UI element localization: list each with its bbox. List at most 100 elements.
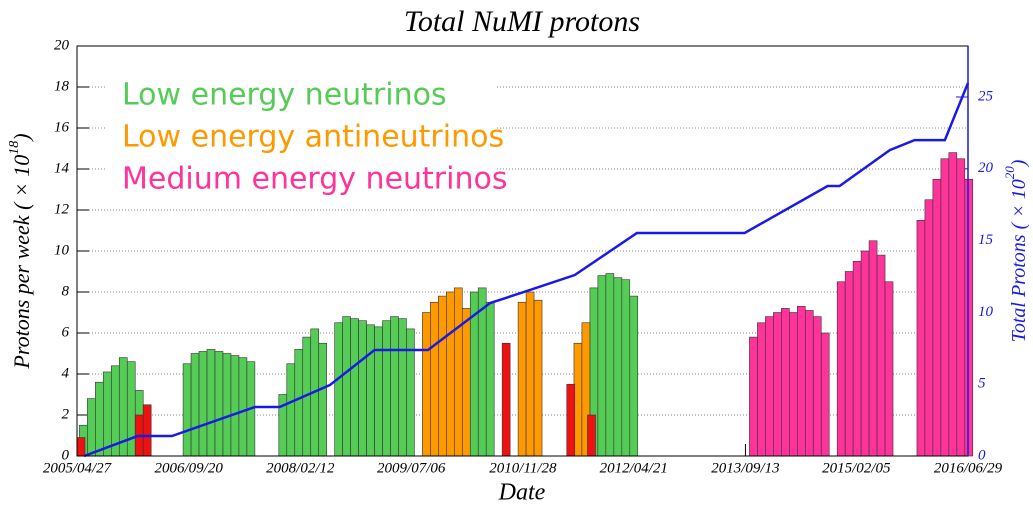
x-tick-label: 2005/04/27 bbox=[43, 460, 113, 476]
bar bbox=[613, 277, 623, 457]
y2-tick-label: 25 bbox=[978, 88, 994, 104]
bar bbox=[876, 254, 886, 457]
bar bbox=[430, 301, 439, 457]
bar bbox=[95, 381, 104, 457]
bar bbox=[940, 158, 950, 457]
bar bbox=[318, 342, 327, 457]
bar bbox=[446, 291, 455, 457]
bar bbox=[820, 332, 830, 457]
bar bbox=[621, 279, 631, 457]
bar bbox=[765, 316, 774, 457]
bar bbox=[182, 363, 192, 457]
bar bbox=[781, 308, 790, 457]
y-axis-label: Protons per week ( × 1018) bbox=[7, 133, 34, 369]
bar bbox=[533, 299, 543, 457]
bar bbox=[238, 357, 248, 457]
x-tick-label: 2008/02/12 bbox=[266, 460, 335, 476]
bar bbox=[477, 287, 487, 457]
x-tick-label: 2016/06/29 bbox=[934, 460, 1003, 476]
bar bbox=[286, 363, 296, 457]
bar bbox=[87, 398, 96, 457]
legend-entry: Low energy neutrinos bbox=[122, 78, 447, 113]
bar bbox=[868, 240, 878, 457]
y-tick-label: 2 bbox=[62, 406, 70, 422]
bar bbox=[501, 342, 511, 457]
x-tick-label: 2009/07/06 bbox=[377, 460, 446, 476]
bar bbox=[350, 318, 359, 457]
bar bbox=[757, 322, 766, 457]
bar bbox=[860, 250, 870, 457]
bar bbox=[214, 351, 224, 457]
bar bbox=[485, 301, 495, 457]
bar bbox=[374, 326, 383, 457]
y2-axis-label: Total Protons ( × 1020) bbox=[1002, 159, 1030, 342]
bar bbox=[334, 322, 343, 457]
bar bbox=[438, 295, 447, 457]
y-axis-label-sup: 18 bbox=[7, 141, 22, 155]
x-tick-label: 2015/02/05 bbox=[822, 460, 891, 476]
bar bbox=[629, 295, 639, 457]
chart-title: Total NuMI protons bbox=[404, 5, 640, 38]
x-tick-label: 2012/04/21 bbox=[600, 460, 668, 476]
bar bbox=[190, 353, 200, 457]
bar bbox=[294, 349, 304, 457]
bar bbox=[142, 404, 152, 457]
y2-axis-label-end: ) bbox=[1008, 159, 1030, 167]
bar bbox=[222, 353, 232, 457]
y-tick-label: 10 bbox=[54, 242, 70, 258]
y2-tick-label: 10 bbox=[978, 304, 994, 320]
y2-axis-label-sup: 20 bbox=[1002, 166, 1017, 180]
bar bbox=[566, 383, 576, 457]
bar bbox=[789, 312, 798, 457]
bar bbox=[342, 316, 351, 457]
y-tick-label: 12 bbox=[54, 201, 70, 217]
x-axis-label: Date bbox=[498, 480, 546, 506]
bar bbox=[198, 351, 208, 457]
bar bbox=[422, 312, 431, 457]
bar bbox=[852, 260, 862, 457]
bar bbox=[884, 281, 894, 457]
y-tick-label: 16 bbox=[54, 119, 70, 135]
bar bbox=[461, 308, 471, 457]
y-tick-label: 6 bbox=[62, 324, 70, 340]
bar bbox=[126, 361, 136, 457]
legend-entry: Medium energy neutrinos bbox=[122, 162, 507, 197]
bar bbox=[956, 158, 966, 457]
bar bbox=[573, 342, 583, 457]
x-tick-label: 2013/09/13 bbox=[711, 460, 779, 476]
bar bbox=[390, 316, 399, 457]
bar bbox=[206, 349, 216, 457]
legend-box bbox=[107, 71, 497, 205]
y-axis-label-end: ) bbox=[9, 133, 34, 142]
bar bbox=[103, 371, 112, 457]
y-tick-label: 20 bbox=[54, 37, 70, 53]
bar bbox=[844, 271, 854, 457]
bar bbox=[964, 178, 974, 457]
bar bbox=[605, 273, 615, 457]
bar bbox=[916, 219, 926, 457]
bar bbox=[773, 312, 782, 457]
cumulative-line bbox=[83, 82, 970, 458]
y2-tick-label: 15 bbox=[978, 232, 994, 248]
y-tick-label: 4 bbox=[62, 365, 70, 381]
bar bbox=[948, 152, 958, 457]
bar bbox=[382, 320, 391, 457]
y-axis-label-text: Protons per week ( × 10 bbox=[9, 155, 34, 370]
bar bbox=[398, 318, 407, 457]
x-tick-label: 2010/11/28 bbox=[489, 460, 557, 476]
bar bbox=[597, 275, 607, 457]
y-tick-label: 18 bbox=[54, 78, 70, 94]
bar bbox=[812, 316, 822, 457]
legend-entry: Low energy antineutrinos bbox=[122, 120, 504, 155]
y2-tick-label: 0 bbox=[978, 447, 986, 463]
bar bbox=[587, 414, 596, 457]
bar bbox=[924, 199, 934, 457]
bar bbox=[804, 310, 814, 457]
y-tick-label: 14 bbox=[54, 160, 70, 176]
y2-axis-label-text: Total Protons ( × 10 bbox=[1008, 179, 1030, 342]
y2-tick-label: 5 bbox=[978, 376, 986, 392]
bar bbox=[76, 437, 86, 457]
x-tick-label: 2006/09/20 bbox=[155, 460, 224, 476]
